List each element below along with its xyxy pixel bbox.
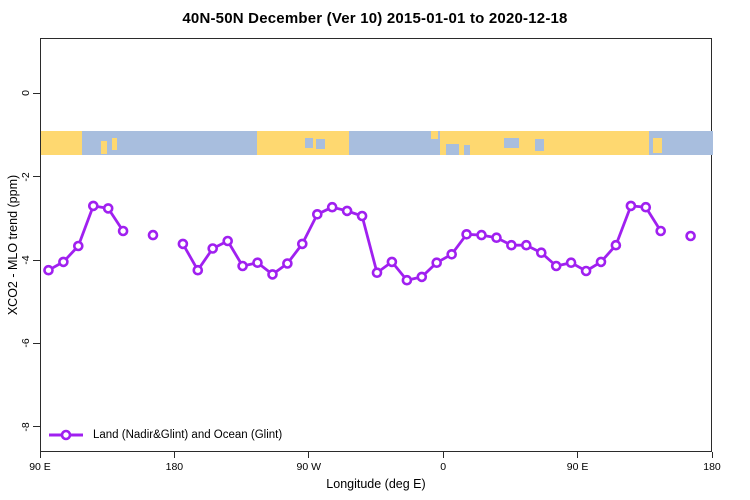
world-map-strip [41,131,713,156]
data-point [147,229,159,241]
x-tick-mark [39,452,41,458]
y-axis-label: XCO2 - MLO trend (ppm) [6,174,20,316]
data-point [386,256,398,268]
x-tick-mark [577,452,579,458]
data-point [192,264,204,276]
data-point [431,257,443,268]
data-point [177,238,189,250]
y-tick-label: -6 [20,338,32,349]
data-point [401,274,413,286]
data-point [535,247,547,258]
legend: Land (Nadir&Glint) and Ocean (Glint) [48,429,282,441]
x-tick-label: 90 W [296,461,322,473]
data-point [580,265,592,277]
y-tick-mark [33,259,40,261]
map-island-segment [100,140,108,154]
map-lake-segment [534,139,545,152]
x-tick-mark [442,452,444,458]
data-point [341,205,353,217]
legend-label: Land (Nadir&Glint) and Ocean (Glint) [93,429,283,441]
plot-area: Land (Nadir&Glint) and Ocean (Glint) [40,38,713,452]
data-point [640,201,652,213]
data-point [207,243,218,254]
data-point [222,235,233,247]
data-point [595,256,607,268]
data-point [72,240,84,252]
map-ocean-segment [82,131,257,156]
x-tick-label: 0 [440,461,447,473]
data-point [625,200,637,212]
map-lake-segment [463,145,470,156]
data-point [476,229,487,241]
x-tick-label: 90 E [566,461,589,473]
data-point [506,239,517,251]
data-point [371,267,383,278]
data-point [58,256,69,268]
data-point [267,269,278,280]
data-point [565,257,577,268]
data-point [520,239,532,251]
map-island-segment [430,131,439,140]
x-tick-label: 180 [165,461,184,473]
map-island-segment [653,138,663,153]
data-point [356,210,368,222]
map-ocean-segment [648,131,713,156]
y-tick-mark [33,176,40,178]
x-tick-label: 90 E [29,461,51,473]
data-point [117,225,129,237]
x-tick-mark [308,452,310,458]
y-tick-label: -4 [20,255,32,265]
map-ocean-segment [348,131,441,156]
data-point [252,257,263,268]
data-point [237,260,248,272]
map-lake-segment [304,138,313,148]
map-lake-segment [445,144,460,156]
x-tick-mark [711,452,713,458]
x-axis-label: Longitude (deg E) [326,477,426,491]
data-point [326,201,338,213]
y-tick-label: -2 [20,171,32,182]
x-tick-mark [173,452,175,458]
map-island-segment [111,138,118,151]
y-tick-mark [33,342,40,344]
data-point [491,232,502,243]
data-point [610,239,622,251]
data-point [43,264,54,276]
data-point [416,271,428,283]
data-point [461,229,472,240]
data-point [685,230,696,242]
data-point [282,258,293,269]
legend-marker-icon [49,429,83,441]
y-tick-label: 0 [20,90,32,96]
y-tick-mark [33,92,40,94]
data-point [296,238,308,250]
map-lake-segment [315,139,325,150]
data-point [102,203,114,214]
chart-title: 40N-50N December (Ver 10) 2015-01-01 to … [182,10,568,27]
data-point [446,249,458,260]
y-tick-mark [33,426,40,428]
x-tick-label: 180 [703,461,721,473]
data-point [550,260,562,272]
data-point [311,209,323,220]
data-series-svg [43,200,696,286]
y-tick-label: -8 [20,422,32,432]
data-point [87,200,99,212]
map-lake-segment [503,138,519,148]
data-point [655,225,667,237]
